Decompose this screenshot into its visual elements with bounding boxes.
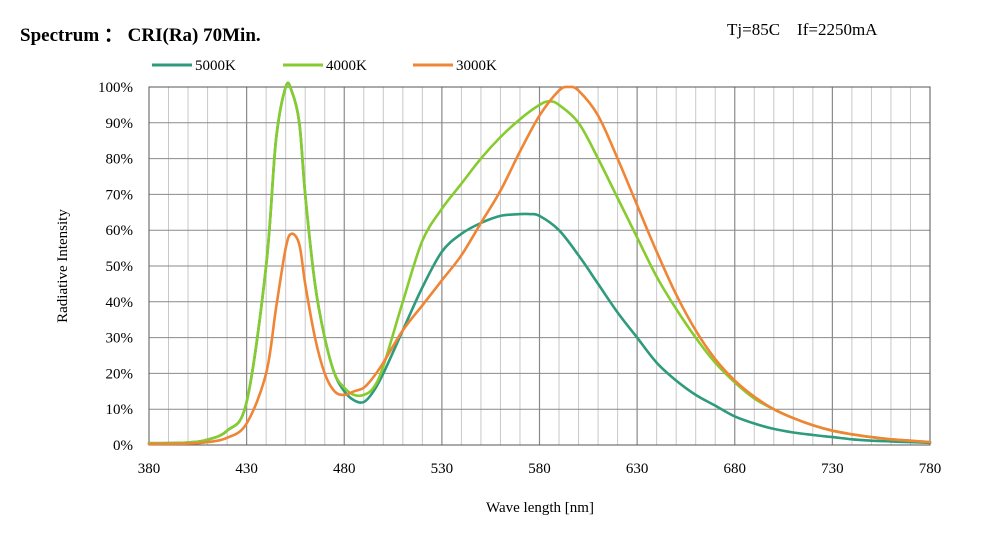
chart-title: Spectrum ： CRI(Ra) 70Min. bbox=[20, 25, 261, 46]
x-tick-label: 580 bbox=[528, 461, 551, 477]
legend-label-5000K: 5000K bbox=[195, 58, 236, 74]
legend-label-4000K: 4000K bbox=[326, 58, 367, 74]
y-tick-label: 50% bbox=[106, 259, 134, 275]
y-axis-label: Radiative Intensity bbox=[55, 209, 71, 323]
y-tick-label: 40% bbox=[106, 295, 134, 311]
legend-label-3000K: 3000K bbox=[456, 58, 497, 74]
y-tick-label: 0% bbox=[113, 438, 133, 454]
legend: 5000K 4000K 3000K bbox=[152, 58, 497, 74]
y-tick-label: 100% bbox=[98, 80, 133, 96]
series-layer bbox=[147, 81, 932, 446]
y-tick-label: 20% bbox=[106, 366, 134, 382]
y-tick-label: 80% bbox=[106, 152, 134, 168]
y-tick-labels: 0% 10% 20% 30% 40% 50% 60% 70% 80% 90% 100% bbox=[98, 80, 133, 454]
y-tick-label: 30% bbox=[106, 331, 134, 347]
plot-frame bbox=[148, 86, 931, 446]
x-tick-label: 780 bbox=[919, 461, 942, 477]
x-tick-label: 480 bbox=[333, 461, 356, 477]
x-tick-label: 680 bbox=[724, 461, 747, 477]
y-tick-label: 70% bbox=[106, 187, 134, 203]
x-axis-label: Wave length [nm] bbox=[486, 500, 594, 516]
x-tick-labels: 380 430 480 530 580 630 680 730 780 bbox=[138, 461, 942, 477]
x-tick-label: 380 bbox=[138, 461, 161, 477]
y-tick-label: 10% bbox=[106, 402, 134, 418]
grid bbox=[149, 87, 930, 445]
series-line-3000K bbox=[147, 85, 932, 446]
y-tick-label: 90% bbox=[106, 116, 134, 132]
x-tick-label: 430 bbox=[235, 461, 258, 477]
x-tick-label: 530 bbox=[431, 461, 454, 477]
test-conditions: Tj=85C If=2250mA bbox=[727, 20, 878, 39]
x-tick-label: 730 bbox=[821, 461, 844, 477]
y-tick-label: 60% bbox=[106, 223, 134, 239]
x-tick-label: 630 bbox=[626, 461, 649, 477]
